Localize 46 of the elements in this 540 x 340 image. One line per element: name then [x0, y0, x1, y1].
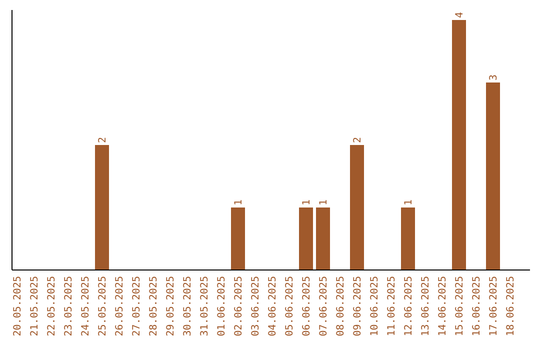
bar	[350, 145, 364, 270]
x-tick-label: 26.05.2025	[114, 276, 126, 336]
x-tick-label: 12.06.2025	[404, 276, 414, 336]
bar	[452, 20, 466, 270]
bar	[486, 82, 500, 270]
data-label: 2	[98, 136, 108, 143]
x-tick-label: 21.05.2025	[30, 276, 40, 336]
x-tick-label: 05.06.2025	[284, 276, 296, 336]
x-tick-label: 14.06.2025	[438, 276, 448, 336]
x-tick-label: 11.06.2025	[386, 276, 398, 336]
x-tick-label: 13.06.2025	[420, 276, 432, 336]
x-tick-label: 20.05.2025	[12, 276, 24, 336]
bar	[95, 145, 109, 270]
data-label: 2	[352, 136, 364, 143]
x-tick-label: 28.05.2025	[148, 276, 160, 336]
bar	[299, 208, 313, 270]
bar	[231, 208, 245, 270]
x-tick-label: 01.06.2025	[216, 276, 228, 336]
x-tick-label: 17.06.2025	[488, 276, 500, 336]
x-tick-label: 07.06.2025	[318, 276, 330, 336]
data-label: 1	[302, 199, 312, 206]
data-label: 1	[234, 199, 244, 206]
data-label: 4	[454, 12, 466, 18]
data-label: 1	[404, 199, 414, 206]
x-tick-label: 18.06.2025	[506, 276, 516, 336]
x-tick-label: 22.05.2025	[46, 276, 58, 336]
x-tick-label: 29.05.2025	[166, 276, 176, 336]
x-tick-label: 30.05.2025	[182, 276, 194, 336]
x-tick-label: 24.05.2025	[80, 276, 92, 336]
x-tick-label: 10.06.2025	[370, 276, 380, 336]
x-tick-label: 06.06.2025	[302, 276, 312, 336]
x-tick-label: 15.06.2025	[454, 276, 466, 336]
data-label: 1	[318, 199, 330, 206]
data-label: 3	[488, 74, 500, 80]
x-tick-label: 16.06.2025	[472, 276, 482, 336]
x-tick-label: 31.05.2025	[200, 276, 210, 336]
x-tick-label: 08.06.2025	[336, 276, 346, 336]
bar	[316, 208, 330, 270]
x-tick-label: 23.05.2025	[64, 276, 74, 336]
x-tick-label: 27.05.2025	[132, 276, 142, 336]
x-tick-label: 03.06.2025	[250, 276, 262, 336]
x-tick-label: 25.05.2025	[98, 276, 108, 336]
x-tick-label: 09.06.2025	[352, 276, 364, 336]
x-tick-label: 04.06.2025	[268, 276, 278, 336]
bar	[401, 208, 415, 270]
x-tick-label: 02.06.2025	[234, 276, 244, 336]
